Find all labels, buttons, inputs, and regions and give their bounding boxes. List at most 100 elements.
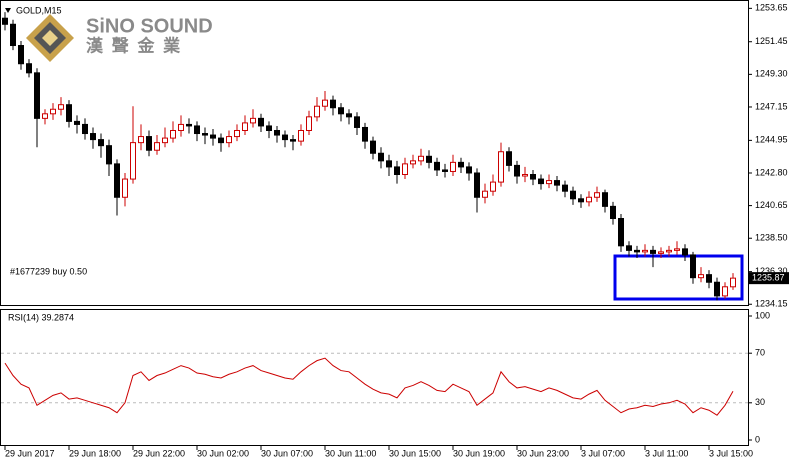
x-tick-label: 29 Jun 2017 xyxy=(5,448,55,458)
candle-body xyxy=(570,190,576,200)
candle-body xyxy=(146,136,152,151)
y-tick-label: 1249.30 xyxy=(755,69,788,79)
candle-body xyxy=(322,99,328,107)
rsi-title: RSI(14) 39.2874 xyxy=(8,312,74,322)
candle-body xyxy=(98,139,104,147)
x-tick-label: 30 Jun 15:00 xyxy=(389,448,441,458)
candle-body xyxy=(418,155,424,162)
candle-body xyxy=(370,140,376,154)
candle-body xyxy=(698,274,704,279)
candle-body xyxy=(442,169,448,172)
candle-body xyxy=(338,107,344,115)
candle-body xyxy=(402,163,408,176)
candle-body xyxy=(666,249,672,253)
candle-body xyxy=(498,151,504,183)
y-tick-label: 1251.45 xyxy=(755,36,788,46)
candle-body xyxy=(482,190,488,198)
candle-body xyxy=(258,117,264,127)
candle-body xyxy=(138,136,144,144)
candle-body xyxy=(122,178,128,198)
candle-body xyxy=(106,145,112,165)
price-box xyxy=(749,272,789,285)
candle-body xyxy=(290,139,296,142)
candle-body xyxy=(74,120,80,125)
main-frame xyxy=(0,0,749,306)
candle-body xyxy=(450,161,456,172)
candle-body xyxy=(234,129,240,138)
candle-body xyxy=(730,277,736,288)
candle-body xyxy=(282,134,288,141)
candle-body xyxy=(354,116,360,128)
candle-body xyxy=(2,17,8,25)
y-tick-label: 1240.65 xyxy=(755,200,788,210)
logo-name: SiNO SOUND xyxy=(86,15,213,37)
candle-body xyxy=(594,192,600,198)
price-label: 1235.87 xyxy=(752,273,785,283)
y-tick-label: 100 xyxy=(755,310,770,320)
candle-body xyxy=(634,249,640,253)
candle-body xyxy=(202,133,208,136)
candle-body xyxy=(242,122,248,131)
candle-body xyxy=(42,113,48,119)
candle-body xyxy=(250,117,256,124)
candle-body xyxy=(314,105,320,118)
candle-body xyxy=(10,23,16,47)
candle-body xyxy=(306,116,312,131)
candle-body xyxy=(386,160,392,168)
x-tick-label: 30 Jun 02:00 xyxy=(197,448,249,458)
symbol-title: GOLD,M15 xyxy=(16,5,62,15)
candle-body xyxy=(266,125,272,131)
y-tick-label: 1234.15 xyxy=(755,299,788,309)
x-tick-label: 30 Jun 11:00 xyxy=(325,448,376,458)
candle-body xyxy=(362,126,368,142)
candle-body xyxy=(170,129,176,139)
candle-body xyxy=(626,245,632,251)
order-label: #1677239 buy 0.50 xyxy=(10,266,87,276)
candle-body xyxy=(722,286,728,297)
x-tick-label: 3 Jul 07:00 xyxy=(581,448,625,458)
candle-body xyxy=(714,281,720,297)
candle-body xyxy=(114,163,120,198)
x-tick-label: 30 Jun 07:00 xyxy=(261,448,313,458)
x-tick-label: 30 Jun 19:00 xyxy=(453,448,505,458)
x-tick-label: 30 Jun 23:00 xyxy=(517,448,569,458)
candle-body xyxy=(434,161,440,171)
candle-body xyxy=(562,184,568,192)
candle-body xyxy=(578,198,584,203)
y-tick-label: 1242.80 xyxy=(755,167,788,177)
candle-body xyxy=(154,142,160,151)
logo-subtitle: 漢 聲 金 業 xyxy=(86,35,182,55)
y-tick-label: 30 xyxy=(755,397,765,407)
candle-body xyxy=(530,174,536,180)
candle-body xyxy=(178,123,184,131)
candle-body xyxy=(90,133,96,141)
candle-body xyxy=(34,72,40,119)
candle-body xyxy=(506,151,512,166)
x-tick-label: 3 Jul 15:00 xyxy=(709,448,753,458)
candle-body xyxy=(330,99,336,109)
candle-body xyxy=(226,136,232,144)
candle-body xyxy=(674,248,680,251)
candle-body xyxy=(650,249,656,254)
candle-body xyxy=(26,63,32,74)
candle-body xyxy=(690,254,696,279)
y-tick-label: 1238.50 xyxy=(755,233,788,243)
y-tick-label: 1253.65 xyxy=(755,3,788,13)
logo xyxy=(26,14,74,62)
candle-body xyxy=(490,181,496,192)
candle-body xyxy=(394,166,400,176)
candle-body xyxy=(602,192,608,207)
y-tick-label: 1247.15 xyxy=(755,101,788,111)
rsi-frame xyxy=(0,309,749,446)
candle-body xyxy=(610,205,616,220)
candle-body xyxy=(466,166,472,174)
candle-body xyxy=(378,152,384,162)
x-tick-label: 29 Jun 22:00 xyxy=(133,448,185,458)
candle-body xyxy=(706,274,712,283)
candle-body xyxy=(274,129,280,136)
candle-body xyxy=(458,161,464,168)
y-tick-label: 1236.30 xyxy=(755,266,788,276)
candle-body xyxy=(474,172,480,198)
rsi-line xyxy=(4,357,734,416)
symbol-arrow[interactable] xyxy=(5,8,11,13)
